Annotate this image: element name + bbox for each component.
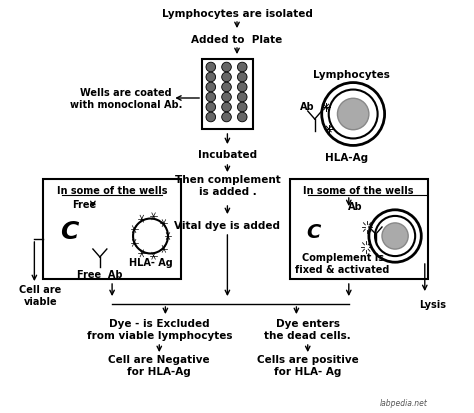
Circle shape <box>375 216 415 256</box>
Text: In some of the wells: In some of the wells <box>57 185 167 195</box>
Circle shape <box>237 93 247 102</box>
Text: Ab: Ab <box>300 102 314 112</box>
Circle shape <box>206 73 216 83</box>
Circle shape <box>222 103 231 112</box>
Circle shape <box>322 83 384 146</box>
Bar <box>43 180 181 279</box>
Circle shape <box>237 113 247 123</box>
Text: Cells are positive
for HLA- Ag: Cells are positive for HLA- Ag <box>257 354 359 376</box>
Circle shape <box>222 113 231 123</box>
Circle shape <box>222 83 231 93</box>
Circle shape <box>382 223 408 249</box>
Text: Wells are coated
with monoclonal Ab.: Wells are coated with monoclonal Ab. <box>70 88 182 109</box>
Text: Free: Free <box>72 199 96 209</box>
Circle shape <box>206 113 216 123</box>
Bar <box>290 180 428 279</box>
Circle shape <box>133 219 168 254</box>
Circle shape <box>222 63 231 73</box>
Circle shape <box>237 83 247 93</box>
Circle shape <box>237 103 247 112</box>
Circle shape <box>237 63 247 73</box>
Text: Vital dye is added: Vital dye is added <box>174 221 281 230</box>
Text: HLA-Ag: HLA-Ag <box>325 153 368 163</box>
Circle shape <box>237 73 247 83</box>
Text: C: C <box>307 223 321 242</box>
Text: labpedia.net: labpedia.net <box>380 398 428 407</box>
Text: Cell are
viable: Cell are viable <box>19 285 62 306</box>
Text: Complement is
fixed & activated: Complement is fixed & activated <box>295 253 390 274</box>
Text: Added to  Plate: Added to Plate <box>191 35 283 45</box>
Text: Lymphocytes are isolated: Lymphocytes are isolated <box>162 9 312 19</box>
Bar <box>202 60 253 130</box>
Text: C: C <box>60 219 79 243</box>
Text: Lymphocytes: Lymphocytes <box>313 70 390 80</box>
Text: Ab: Ab <box>347 202 362 211</box>
Text: Dye - is Excluded
from viable lymphocytes: Dye - is Excluded from viable lymphocyte… <box>87 318 232 340</box>
Text: Dye enters
the dead cells.: Dye enters the dead cells. <box>264 318 351 340</box>
Text: Incubated: Incubated <box>198 150 257 159</box>
Circle shape <box>337 99 369 131</box>
Text: Lysis: Lysis <box>419 299 446 309</box>
Circle shape <box>206 93 216 102</box>
Text: Then complement
is added .: Then complement is added . <box>174 175 280 196</box>
Circle shape <box>222 93 231 102</box>
Circle shape <box>369 210 421 263</box>
Text: In some of the wells: In some of the wells <box>303 185 414 195</box>
Text: Cell are Negative
for HLA-Ag: Cell are Negative for HLA-Ag <box>109 354 210 376</box>
Text: HLA- Ag: HLA- Ag <box>128 257 173 267</box>
Circle shape <box>206 63 216 73</box>
Circle shape <box>206 83 216 93</box>
Circle shape <box>328 90 378 139</box>
Text: Free  Ab: Free Ab <box>77 269 123 279</box>
Circle shape <box>222 73 231 83</box>
Circle shape <box>206 103 216 112</box>
